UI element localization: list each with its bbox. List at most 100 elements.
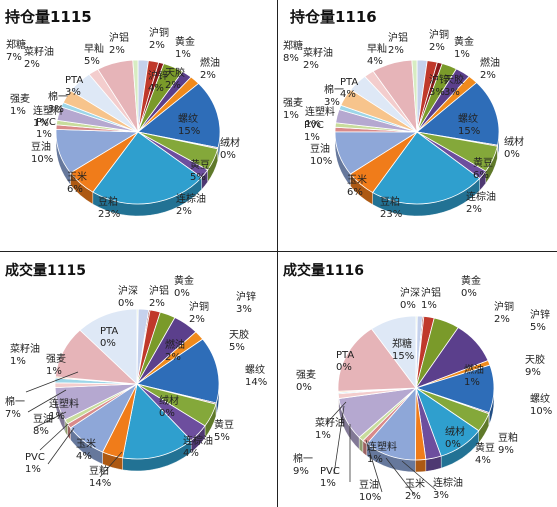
pie-chart-hold-1116: 持仓量1116 沪铝 2% 沪铜 2% 黄金 1%沪锌 3%天胶 3% 燃油 2% 螺纹 15% 绒材 0%…: [283, 8, 524, 220]
pie-chart-volume-1115: 成交量1115 沪深 0% 沪铝 2%黄金 0%沪铜 2% 沪锌 3% 天胶 5% 燃油 2% 螺纹 14%…: [5, 262, 267, 489]
data-label: 黄金 1%: [175, 35, 195, 60]
data-label: 螺纹 14%: [245, 363, 267, 388]
data-label: 燃油 2%: [165, 338, 185, 363]
data-label: 棉一 3%: [48, 90, 68, 115]
leader-line: [27, 389, 67, 413]
pie-slice: [122, 383, 192, 460]
data-label: 连塑料 1%: [305, 105, 335, 130]
leader-line: [47, 427, 75, 465]
pie-slice-side: [415, 459, 427, 473]
data-label: 沪深 0%: [118, 284, 138, 309]
leader-line: [401, 460, 437, 491]
data-label: 强麦 1%: [46, 353, 66, 377]
pie-slice: [92, 131, 203, 205]
data-label: 棉一 3%: [324, 83, 344, 108]
data-label: 沪铝 2%: [388, 31, 408, 56]
data-label: PTA 0%: [336, 350, 354, 373]
data-label: 燃油 2%: [200, 56, 220, 81]
data-label: PTA 4%: [340, 77, 358, 100]
data-label: 沪铜 2%: [189, 300, 209, 325]
data-label: 沪铜 2%: [149, 26, 169, 51]
chart-panel-volume-1116: 成交量1116 沪深 0% 沪铝 1% 黄金 0% 沪铜 2% 沪锌 5% 天胶 9% 燃油 1% 螺纹 10%…: [278, 252, 557, 507]
data-label: 天胶 2%: [165, 66, 185, 91]
pie-chart-hold-1115: 持仓量1115 沪铝 2% 沪铜 2% 黄金 1% 沪锌 4%天胶 2% 燃油 2% 螺纹 15% 绒材 0%…: [5, 8, 240, 220]
data-label: 连棕油 3%: [433, 476, 463, 501]
chart-title: 成交量1115: [5, 262, 86, 279]
data-label: 玉米 4%: [76, 437, 96, 462]
leader-line: [33, 411, 67, 429]
data-label: PVC 1%: [36, 117, 56, 140]
data-label: 沪铜 2%: [429, 28, 449, 53]
chart-panel-hold-1115: 持仓量1115 沪铝 2% 沪铜 2% 黄金 1% 沪锌 4% 天胶 2% 燃油 2% 螺纹 15% 绒材 0%…: [0, 0, 277, 251]
data-label: 菜籽油 2%: [24, 45, 54, 70]
data-label: 豆粕 23%: [98, 195, 120, 220]
data-label: 棉一 9%: [293, 452, 313, 477]
data-label: 沪锌 3%: [236, 290, 256, 315]
leader-line: [25, 371, 79, 393]
data-label: 黄金 0%: [461, 274, 481, 299]
data-label: 豆粕 14%: [89, 464, 111, 489]
data-label: 天胶 9%: [525, 353, 545, 378]
pie-slice: [411, 59, 418, 133]
chart-title: 持仓量1115: [5, 8, 92, 26]
data-label: 燃油 1%: [464, 363, 484, 388]
data-label: 玉米 6%: [67, 170, 87, 195]
data-label: PVC 1%: [320, 466, 340, 489]
data-label: PTA 3%: [65, 75, 83, 98]
data-label: 郑糖 7%: [6, 38, 26, 63]
data-label: 强麦 1%: [10, 93, 30, 117]
pie-slice: [79, 308, 138, 385]
data-label: 菜籽油 1%: [315, 416, 345, 441]
data-label: 豆油 10%: [31, 140, 53, 165]
vertical-divider: [277, 0, 278, 507]
data-label: PVC 1%: [25, 452, 45, 475]
horizontal-divider: [0, 251, 557, 252]
leader-line: [385, 457, 415, 495]
leader-line: [325, 401, 347, 425]
data-label: 天胶 5%: [229, 328, 249, 353]
chart-title: 成交量1116: [283, 262, 364, 279]
leader-line: [99, 451, 123, 478]
pie-slice: [132, 59, 139, 133]
data-label: 螺纹 10%: [530, 392, 552, 417]
data-label: 豆粕 9%: [498, 431, 518, 456]
data-label: 豆油 8%: [33, 412, 53, 437]
chart-panel-hold-1116: 持仓量1116 沪铝 2% 沪铜 2% 黄金 1% 沪锌 3% 天胶 3% 燃油 2% 螺纹 15% 绒材 0%…: [278, 0, 557, 251]
data-label: 沪深 0%: [400, 286, 420, 311]
data-label: 黄豆 5%: [190, 158, 210, 183]
data-label: 早籼 5%: [84, 42, 104, 67]
chart-panel-volume-1115: 成交量1115 沪深 0% 沪铝 2% 黄金 0% 沪铜 2% 沪锌 3% 天胶 5% 燃油 2% 螺纹 14%…: [0, 252, 277, 507]
data-label: 绒材 0%: [504, 135, 524, 160]
leader-line: [39, 423, 69, 451]
data-label: 沪锌 4%: [148, 69, 168, 94]
data-label: 绒材 0%: [220, 136, 240, 161]
data-label: 黄豆 4%: [475, 441, 495, 466]
pie-slice: [136, 338, 220, 404]
chart-title: 持仓量1116: [290, 8, 377, 26]
data-label: 棉一 7%: [5, 395, 25, 420]
data-label: 玉米 2%: [405, 477, 425, 502]
data-label: 黄豆 6%: [473, 156, 493, 181]
data-label: 连棕油 2%: [176, 192, 206, 217]
data-label: 连塑料 1%: [49, 397, 79, 422]
data-label: 连棕油 4%: [183, 434, 213, 459]
data-label: 天胶 3%: [444, 73, 464, 98]
data-label: PVC 1%: [304, 120, 324, 143]
data-label: 螺纹 15%: [458, 112, 480, 137]
data-label: 豆油 10%: [310, 142, 332, 167]
leader-line: [365, 439, 383, 493]
data-label: PTA 0%: [100, 326, 118, 349]
data-label: 早籼 4%: [367, 42, 387, 67]
data-label: 绒材 0%: [159, 394, 179, 419]
data-label: 沪锌 3%: [429, 73, 449, 98]
data-label: 沪锌 5%: [530, 308, 550, 333]
data-label: 强麦 0%: [296, 369, 316, 393]
pie-slice: [370, 315, 417, 390]
data-label: 沪铜 2%: [494, 300, 514, 325]
data-label: 连棕油 2%: [466, 190, 496, 215]
data-label: 沪铝 2%: [109, 31, 129, 56]
data-label: 燃油 2%: [480, 56, 500, 81]
data-label: 黄豆 5%: [214, 418, 234, 443]
data-label: 菜籽油 2%: [303, 46, 333, 71]
pie-slice: [372, 131, 481, 205]
